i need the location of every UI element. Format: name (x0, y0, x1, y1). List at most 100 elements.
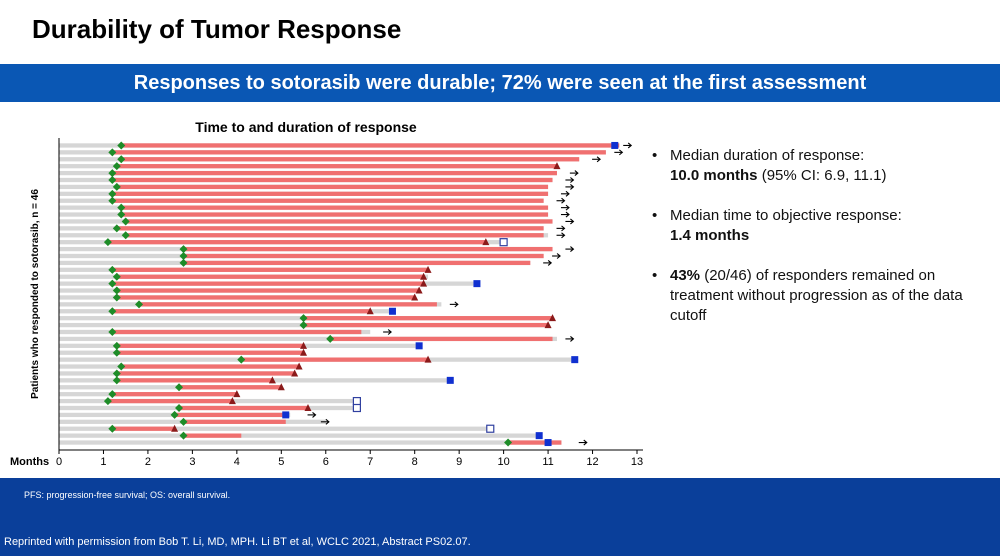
first-response-marker (112, 272, 121, 281)
death-marker (446, 376, 454, 384)
key-findings-list: Median duration of response:10.0 months … (652, 146, 982, 346)
x-tick-label: 0 (56, 456, 62, 468)
finding-value: 1.4 months (670, 227, 750, 244)
progression-marker (424, 265, 432, 273)
response-bar (116, 164, 557, 169)
first-response-marker (112, 286, 121, 295)
first-response-marker (175, 404, 184, 412)
patient-bar (59, 426, 491, 431)
os-censored-marker (486, 424, 495, 433)
first-response-marker (108, 189, 117, 198)
response-bar (121, 212, 549, 217)
pfs-ongoing-arrow (565, 335, 575, 342)
progression-marker (300, 341, 308, 349)
death-marker (388, 307, 396, 315)
first-response-marker (299, 321, 308, 330)
response-bar (125, 219, 553, 224)
pfs-ongoing-arrow (578, 439, 588, 446)
response-bar (112, 150, 606, 155)
response-bar (139, 302, 437, 307)
patient-bar (59, 385, 282, 390)
first-response-marker (121, 231, 130, 240)
x-tick-label: 4 (234, 456, 240, 468)
pfs-ongoing-arrow (556, 232, 566, 239)
progression-marker (291, 369, 299, 377)
first-response-marker (112, 293, 121, 302)
response-bar (183, 253, 544, 259)
progression-marker (424, 355, 432, 363)
plot-area (59, 138, 637, 450)
first-response-marker (117, 141, 126, 150)
x-tick-label: 10 (497, 456, 509, 468)
response-bar (241, 357, 429, 362)
os-censored-marker (352, 396, 361, 406)
first-response-marker (112, 182, 121, 191)
progression-marker (233, 390, 241, 398)
first-response-marker (326, 334, 335, 343)
first-response-marker (112, 348, 121, 357)
response-bar (116, 288, 420, 293)
first-response-marker (112, 224, 121, 233)
progression-marker (295, 362, 303, 370)
pfs-ongoing-arrow (565, 177, 575, 183)
finding-label: Median time to objective response: (670, 207, 902, 224)
x-axis-label: Months (10, 456, 49, 468)
response-bar (116, 226, 544, 231)
response-bar (116, 378, 273, 383)
first-response-marker (135, 300, 144, 309)
first-response-marker (108, 148, 117, 157)
death-marker (473, 280, 481, 288)
pfs-ongoing-arrow (565, 246, 575, 253)
response-bar (116, 295, 415, 300)
response-bar (125, 233, 544, 238)
finding-bullet: Median duration of response:10.0 months … (652, 146, 982, 186)
patient-bar (59, 440, 562, 445)
chart-title: Time to and duration of response (195, 119, 417, 135)
response-bar (107, 398, 233, 404)
pfs-ongoing-arrow (614, 149, 624, 156)
patient-bar (59, 433, 540, 438)
progression-marker (277, 383, 285, 391)
first-response-marker (112, 376, 121, 385)
progression-marker (228, 397, 236, 405)
progression-marker (415, 286, 423, 294)
pfs-ongoing-arrow (623, 142, 633, 149)
first-response-marker (108, 307, 117, 316)
finding-detail: (95% CI: 6.9, 11.1) (757, 167, 887, 184)
os-censored-marker (352, 403, 361, 413)
banner-headline: Responses to sotorasib were durable; 72%… (0, 64, 1000, 102)
first-response-marker (108, 176, 117, 184)
response-bar (112, 267, 429, 272)
response-bar (121, 205, 549, 210)
finding-value: 10.0 months (670, 167, 758, 184)
pfs-ongoing-arrow (560, 211, 570, 218)
pfs-ongoing-arrow (320, 418, 330, 425)
response-bar (112, 191, 549, 196)
progression-marker (553, 162, 561, 170)
x-tick-label: 8 (412, 456, 418, 468)
finding-label: Median duration of response: (670, 147, 865, 164)
pfs-ongoing-arrow (543, 259, 553, 266)
y-axis-label: Patients who responded to sotorasib, n =… (30, 189, 41, 399)
progression-marker (304, 404, 312, 411)
first-response-marker (103, 397, 112, 406)
first-response-marker (108, 424, 117, 433)
first-response-marker (179, 252, 188, 260)
response-bar (116, 274, 424, 279)
first-response-marker (170, 410, 179, 419)
finding-bullet: Median time to objective response: 1.4 mo… (652, 206, 982, 246)
first-response-marker (504, 438, 513, 447)
response-bar (121, 157, 580, 162)
patient-bar (59, 336, 557, 342)
x-tick-label: 5 (278, 456, 284, 468)
progression-marker (482, 238, 490, 246)
progression-marker (420, 272, 428, 280)
first-response-marker (175, 383, 184, 392)
finding-detail: (20/46) of responders remained on treatm… (670, 267, 963, 324)
finding-label: 43% (670, 267, 701, 284)
response-bar (508, 440, 562, 445)
response-bar (112, 329, 362, 335)
response-bar (121, 364, 300, 369)
response-bar (112, 426, 175, 431)
death-marker (544, 439, 552, 447)
